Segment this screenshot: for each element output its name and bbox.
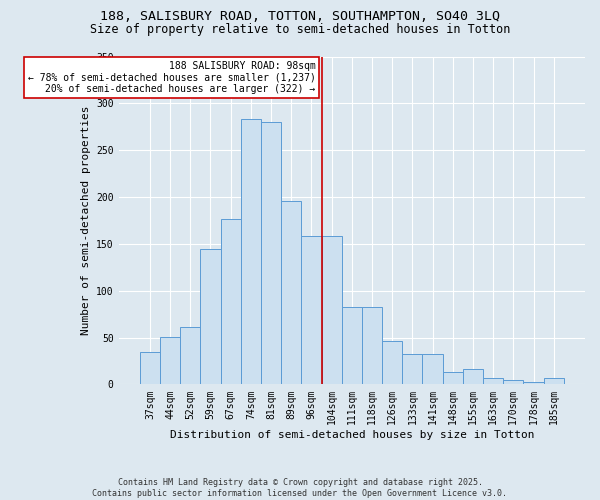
Bar <box>362 306 382 384</box>
Text: Contains HM Land Registry data © Crown copyright and database right 2025.
Contai: Contains HM Land Registry data © Crown c… <box>92 478 508 498</box>
Bar <box>140 352 160 384</box>
Bar <box>342 306 362 384</box>
Text: Size of property relative to semi-detached houses in Totton: Size of property relative to semi-detach… <box>90 22 510 36</box>
Bar <box>261 122 281 384</box>
Bar <box>463 370 483 384</box>
Bar <box>422 354 443 384</box>
Bar <box>301 236 322 384</box>
Bar <box>483 378 503 384</box>
Bar <box>443 372 463 384</box>
Bar <box>382 341 402 384</box>
Text: 188, SALISBURY ROAD, TOTTON, SOUTHAMPTON, SO40 3LQ: 188, SALISBURY ROAD, TOTTON, SOUTHAMPTON… <box>100 10 500 23</box>
Bar <box>503 380 523 384</box>
Y-axis label: Number of semi-detached properties: Number of semi-detached properties <box>80 106 91 335</box>
Bar <box>241 120 261 384</box>
Bar <box>160 336 180 384</box>
X-axis label: Distribution of semi-detached houses by size in Totton: Distribution of semi-detached houses by … <box>170 430 534 440</box>
Text: 188 SALISBURY ROAD: 98sqm
← 78% of semi-detached houses are smaller (1,237)
20% : 188 SALISBURY ROAD: 98sqm ← 78% of semi-… <box>28 61 316 94</box>
Bar <box>281 200 301 384</box>
Bar <box>180 327 200 384</box>
Bar <box>402 354 422 384</box>
Bar <box>200 248 221 384</box>
Bar <box>544 378 564 384</box>
Bar <box>523 382 544 384</box>
Bar <box>221 218 241 384</box>
Bar <box>322 236 342 384</box>
